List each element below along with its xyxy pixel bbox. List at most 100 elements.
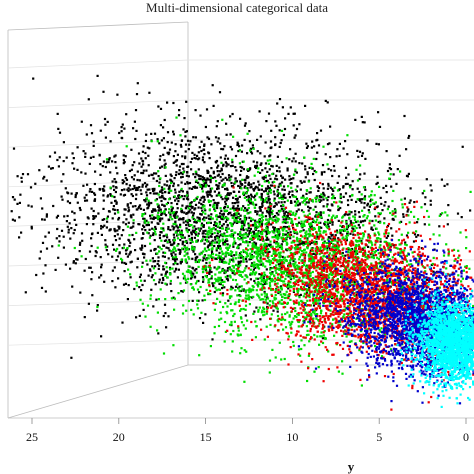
data-point bbox=[241, 221, 244, 224]
data-point bbox=[320, 226, 323, 229]
data-point bbox=[146, 304, 150, 307]
data-point bbox=[145, 224, 148, 227]
data-point bbox=[395, 246, 398, 249]
data-point bbox=[260, 205, 263, 208]
data-point bbox=[238, 285, 241, 288]
data-point bbox=[337, 245, 340, 248]
data-point bbox=[222, 241, 225, 245]
data-point bbox=[447, 250, 450, 253]
data-point bbox=[312, 172, 315, 176]
data-point bbox=[258, 214, 261, 217]
data-point bbox=[330, 280, 333, 283]
data-point bbox=[162, 251, 165, 254]
data-point bbox=[244, 122, 247, 125]
data-point bbox=[157, 332, 160, 335]
data-point bbox=[462, 269, 465, 272]
data-point bbox=[269, 323, 272, 326]
data-point bbox=[268, 259, 271, 262]
data-point bbox=[224, 243, 227, 246]
data-point bbox=[140, 192, 143, 195]
data-point bbox=[275, 236, 278, 239]
data-point bbox=[284, 239, 287, 242]
data-point bbox=[192, 214, 195, 217]
data-point bbox=[203, 195, 206, 199]
data-point bbox=[250, 193, 253, 196]
data-point bbox=[173, 215, 176, 219]
data-point bbox=[224, 275, 227, 279]
data-point bbox=[329, 156, 332, 159]
data-point bbox=[176, 244, 179, 247]
data-point bbox=[238, 252, 242, 255]
data-point bbox=[286, 199, 289, 202]
data-point bbox=[291, 240, 294, 243]
data-point bbox=[253, 310, 256, 313]
data-point bbox=[117, 216, 121, 220]
data-point bbox=[308, 222, 311, 226]
data-point bbox=[283, 188, 286, 191]
data-point bbox=[92, 140, 95, 143]
data-point bbox=[152, 209, 155, 212]
data-point bbox=[351, 227, 354, 230]
data-point bbox=[219, 258, 222, 261]
data-point bbox=[285, 215, 288, 218]
data-point bbox=[259, 298, 262, 301]
data-point bbox=[175, 258, 178, 261]
data-point bbox=[202, 321, 205, 324]
data-point bbox=[159, 218, 162, 221]
data-point bbox=[303, 344, 306, 347]
data-point bbox=[231, 202, 234, 205]
data-point bbox=[284, 233, 288, 236]
data-point bbox=[293, 302, 296, 305]
data-point bbox=[266, 297, 270, 300]
data-point bbox=[403, 249, 406, 252]
data-point bbox=[252, 147, 255, 150]
data-point bbox=[287, 233, 290, 236]
data-point bbox=[319, 129, 323, 132]
data-point bbox=[334, 251, 337, 254]
data-point bbox=[272, 216, 275, 219]
data-point bbox=[355, 220, 358, 224]
data-point bbox=[249, 147, 252, 150]
data-point bbox=[285, 237, 288, 240]
data-point bbox=[74, 195, 77, 199]
data-point bbox=[300, 339, 303, 342]
data-point bbox=[263, 271, 266, 274]
data-point bbox=[164, 273, 167, 276]
data-point bbox=[249, 252, 252, 255]
data-point bbox=[235, 213, 238, 216]
data-point bbox=[371, 198, 374, 201]
data-point bbox=[357, 211, 361, 214]
data-point bbox=[225, 187, 229, 190]
data-point bbox=[143, 217, 146, 220]
data-point bbox=[302, 194, 305, 197]
data-point bbox=[400, 287, 403, 290]
data-point bbox=[271, 165, 274, 168]
data-point bbox=[366, 320, 369, 323]
data-point bbox=[438, 286, 441, 289]
data-point bbox=[104, 136, 107, 139]
data-point bbox=[339, 297, 342, 300]
data-point bbox=[218, 191, 221, 194]
data-point bbox=[241, 183, 244, 186]
data-point bbox=[281, 203, 285, 207]
data-point bbox=[221, 185, 224, 188]
data-point bbox=[350, 247, 353, 251]
data-point bbox=[460, 280, 463, 283]
data-point bbox=[226, 230, 229, 234]
data-point bbox=[318, 195, 321, 198]
data-point bbox=[246, 248, 249, 252]
data-point bbox=[234, 181, 237, 184]
data-point bbox=[377, 231, 380, 234]
data-point bbox=[327, 350, 330, 353]
data-point bbox=[184, 150, 187, 153]
data-point bbox=[262, 274, 265, 277]
data-point bbox=[279, 182, 282, 185]
data-point bbox=[238, 190, 241, 193]
data-point bbox=[144, 212, 147, 215]
data-point bbox=[356, 198, 359, 201]
data-point bbox=[176, 202, 179, 206]
data-point bbox=[118, 252, 121, 255]
data-point bbox=[265, 235, 268, 238]
data-point bbox=[201, 156, 205, 159]
data-point bbox=[232, 278, 235, 281]
